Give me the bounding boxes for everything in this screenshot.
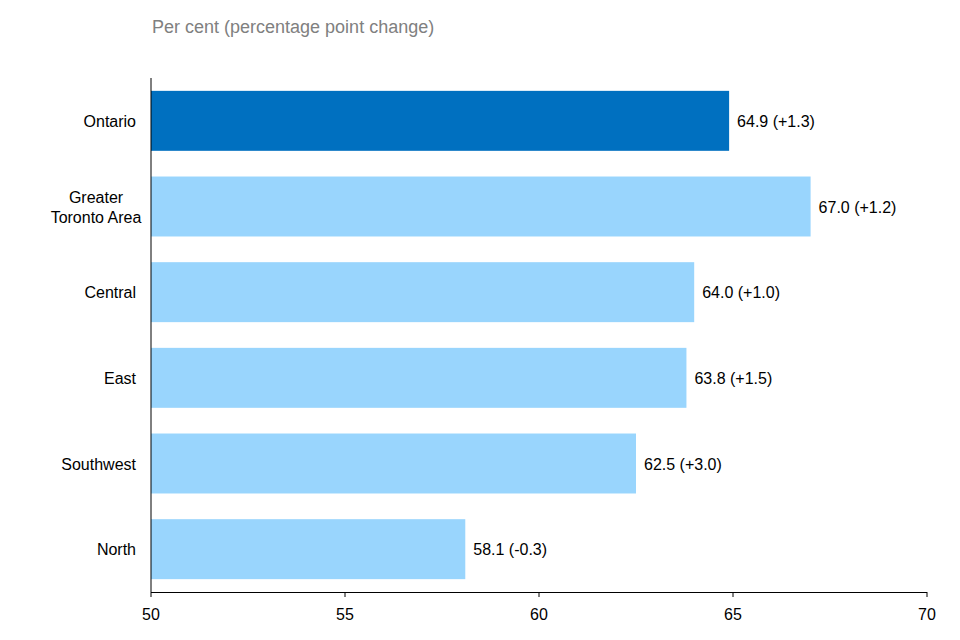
tick (539, 592, 540, 597)
bars (151, 91, 811, 579)
labels: 64.9 (+1.3) Ontario 67.0 (+1.2) Greater Toro… (51, 113, 897, 558)
tick-label: 50 (142, 606, 160, 623)
category-line: North (97, 541, 136, 558)
data-label: 67.0 (+1.2) (819, 199, 897, 216)
category-label: Ontario (84, 113, 137, 130)
data-label: 63.8 (+1.5) (694, 370, 772, 387)
category-line: Toronto Area (51, 209, 142, 226)
category-line: Central (84, 284, 136, 301)
category-line: Greater (69, 189, 124, 206)
category-line: East (104, 370, 137, 387)
tick (927, 592, 928, 597)
chart: Per cent (percentage point change) 64.9 (… (0, 0, 960, 640)
category-label: Greater Toronto Area (51, 189, 142, 226)
tick (733, 592, 734, 597)
category-label: Central (84, 284, 136, 301)
bar (151, 91, 729, 151)
title: Per cent (percentage point change) (152, 17, 434, 37)
bar (151, 348, 686, 408)
category-label: North (97, 541, 136, 558)
category-line: Ontario (84, 113, 137, 130)
bar (151, 519, 465, 579)
data-label: 58.1 (-0.3) (473, 541, 547, 558)
category-label: East (104, 370, 137, 387)
tick-label: 65 (724, 606, 742, 623)
tick (345, 592, 346, 597)
category-axis (151, 78, 152, 592)
data-label: 64.9 (+1.3) (737, 113, 815, 130)
tick (151, 592, 152, 597)
data-label: 62.5 (+3.0) (644, 456, 722, 473)
tick-label: 70 (918, 606, 936, 623)
tick-label: 55 (336, 606, 354, 623)
bar (151, 262, 694, 322)
bar (151, 177, 811, 237)
bar (151, 434, 636, 494)
category-label: Southwest (61, 456, 136, 473)
data-label: 64.0 (+1.0) (702, 284, 780, 301)
tick-label: 60 (530, 606, 548, 623)
category-line: Southwest (61, 456, 136, 473)
